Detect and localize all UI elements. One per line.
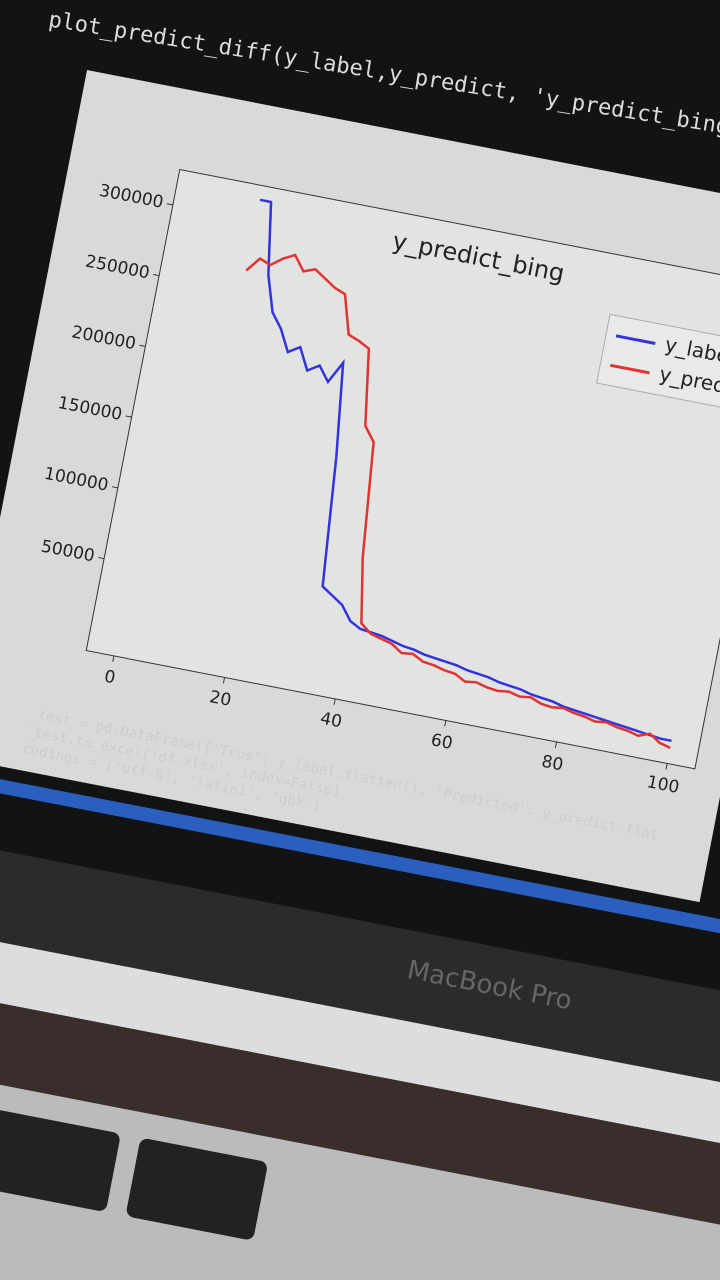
legend-swatch xyxy=(615,334,656,345)
x-tick xyxy=(222,677,226,684)
y-tick xyxy=(139,344,146,347)
x-tick xyxy=(665,763,668,770)
key xyxy=(126,1138,267,1240)
x-tick xyxy=(444,720,447,727)
series-line xyxy=(259,198,672,743)
legend-swatch xyxy=(610,363,650,375)
key xyxy=(0,1110,120,1211)
x-tick xyxy=(333,698,336,705)
x-tick xyxy=(112,655,115,662)
x-tick-label: 20 xyxy=(208,687,233,711)
keyboard-deck xyxy=(0,924,720,1159)
y-tick xyxy=(125,415,132,418)
status-bar xyxy=(0,770,720,957)
x-tick-label: 40 xyxy=(318,709,343,733)
series-line xyxy=(245,253,671,750)
y-tick xyxy=(98,556,105,560)
x-tick-label: 0 xyxy=(102,667,116,689)
x-tick-label: 60 xyxy=(429,730,454,754)
touch-bar xyxy=(0,982,720,1237)
y-tick xyxy=(166,203,173,206)
x-tick xyxy=(554,741,558,748)
bezel xyxy=(0,835,720,1100)
y-tick xyxy=(111,486,118,489)
y-tick xyxy=(153,274,160,277)
x-tick-label: 80 xyxy=(540,752,565,776)
